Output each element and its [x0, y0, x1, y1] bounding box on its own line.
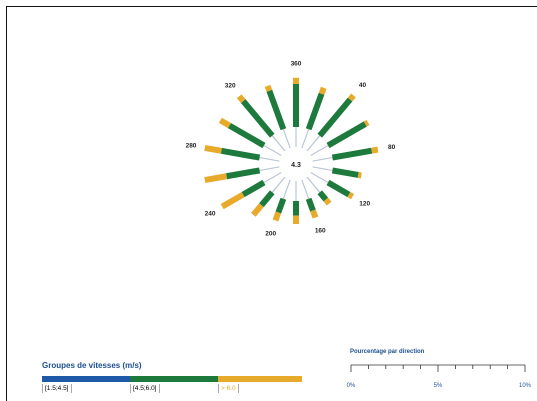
speed-group-swatch-mid — [130, 376, 218, 382]
petal-340-mid — [266, 89, 287, 131]
petal-120-high — [347, 191, 355, 200]
speed-groups-bar — [42, 376, 302, 382]
speed-groups-title: Groupes de vitesses (m/s) — [42, 361, 142, 370]
scale-tick-label-0%: 0% — [347, 383, 356, 389]
speed-group-label-mid: [4.5;6.0] — [130, 384, 160, 393]
petal-120-mid — [326, 179, 351, 198]
petal-260-inner — [259, 166, 280, 172]
scale-tick-label-10%: 10% — [519, 383, 532, 389]
petal-80-mid — [331, 147, 373, 161]
petal-240-mid — [241, 179, 266, 198]
direction-label-160: 160 — [315, 228, 326, 235]
petal-220-mid — [259, 190, 275, 208]
direction-label-280: 280 — [186, 142, 197, 149]
petal-160-high — [310, 209, 319, 219]
speed-group-swatch-high — [218, 376, 302, 382]
petal-20-mid — [305, 92, 325, 131]
petal-240-high — [220, 191, 245, 210]
petal-260-mid — [226, 167, 261, 180]
petal-100-mid — [331, 167, 359, 178]
percentage-scale-title: Pourcentage par direction — [350, 349, 425, 355]
petal-220-high — [251, 203, 264, 217]
direction-labels-group: 320 360 40 80 120 160 200 240 280 — [186, 61, 396, 238]
petal-300-mid — [227, 122, 266, 149]
petal-280-mid — [220, 147, 261, 161]
petals-group — [204, 77, 379, 225]
petal-280-inner — [259, 156, 280, 162]
direction-label-80: 80 — [388, 144, 396, 151]
petal-40-high — [347, 93, 356, 102]
center-value-label: 4.3 — [291, 162, 301, 169]
speed-group-swatch-low — [42, 376, 130, 382]
petal-200-mid — [275, 197, 287, 214]
petal-120-inner — [310, 171, 329, 183]
petal-60-high — [363, 119, 370, 127]
speed-groups-labels: [1.5;4.5] [4.5;6.0] > 6.0 — [42, 384, 302, 396]
direction-label-240: 240 — [205, 211, 216, 218]
petal-240-inner — [263, 171, 282, 183]
petal-300-inner — [263, 145, 282, 157]
petal-100-inner — [312, 166, 333, 172]
petal-340-high — [264, 84, 273, 92]
petal-160-mid — [305, 197, 316, 212]
petal-140-high — [323, 197, 332, 206]
petal-340-inner — [282, 129, 291, 149]
petal-40-mid — [317, 97, 353, 138]
petal-60-inner — [310, 145, 329, 157]
scale-tick-label-5%: 5% — [434, 383, 443, 389]
petal-40-inner — [306, 135, 321, 152]
petal-280-high — [204, 144, 222, 154]
petal-20-high — [318, 86, 327, 95]
petal-160-inner — [301, 179, 310, 199]
petal-60-mid — [326, 121, 367, 149]
petal-220-inner — [271, 176, 286, 193]
petal-320-high — [236, 94, 246, 104]
petal-20-inner — [301, 129, 310, 149]
speed-group-label-low: [1.5;4.5] — [42, 384, 72, 393]
petal-300-high — [218, 117, 231, 129]
petal-260-high — [204, 173, 228, 184]
direction-label-40: 40 — [359, 82, 367, 89]
direction-label-320: 320 — [225, 83, 236, 90]
petal-140-mid — [317, 190, 329, 202]
petal-100-high — [357, 172, 362, 179]
direction-label-200: 200 — [265, 231, 276, 238]
petal-80-high — [371, 146, 379, 154]
petal-80-inner — [312, 156, 333, 162]
petal-200-high — [272, 211, 282, 222]
petal-200-inner — [282, 179, 291, 199]
speed-group-label-high: > 6.0 — [218, 384, 239, 393]
chart-frame — [6, 6, 537, 401]
petal-320-mid — [240, 99, 275, 138]
petal-140-inner — [306, 176, 321, 193]
direction-label-360: 360 — [291, 61, 302, 68]
percentage-scale: 0% 5% 10% — [347, 364, 532, 389]
petal-320-inner — [271, 135, 286, 152]
direction-label-120: 120 — [359, 201, 370, 208]
